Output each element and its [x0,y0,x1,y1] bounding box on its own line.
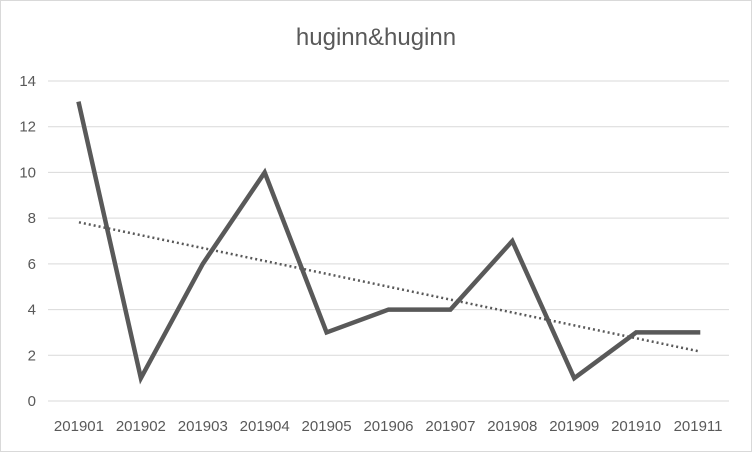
series-layer [76,101,701,385]
x-tick-label: 201910 [611,418,661,435]
x-tick-label: 201909 [549,418,599,435]
series-line [76,101,701,385]
y-tick-label: 14 [19,73,36,90]
y-tick-label: 2 [28,347,36,364]
y-tick-label: 10 [19,164,36,181]
trendline-layer [78,221,699,353]
x-tick-label: 201906 [363,418,413,435]
y-tick-label: 4 [28,302,36,319]
y-axis-ticks: 0 2 4 6 8 10 12 14 [19,73,36,410]
y-tick-label: 8 [28,210,36,227]
x-tick-label: 201907 [425,418,475,435]
x-tick-label: 201911 [674,418,723,435]
y-tick-label: 0 [28,393,36,410]
x-axis-ticks: 201901 201902 201903 201904 201905 201906 2019… [54,418,723,435]
x-tick-label: 201903 [178,418,228,435]
y-tick-label: 6 [28,256,36,273]
x-tick-label: 201905 [302,418,352,435]
trendline [78,221,699,353]
x-tick-label: 201908 [487,418,537,435]
x-tick-label: 201902 [116,418,166,435]
chart-title: huginn&huginn [296,24,456,51]
y-tick-label: 12 [19,119,36,136]
x-tick-label: 201901 [54,418,104,435]
x-tick-label: 201904 [240,418,290,435]
gridlines [48,80,729,402]
